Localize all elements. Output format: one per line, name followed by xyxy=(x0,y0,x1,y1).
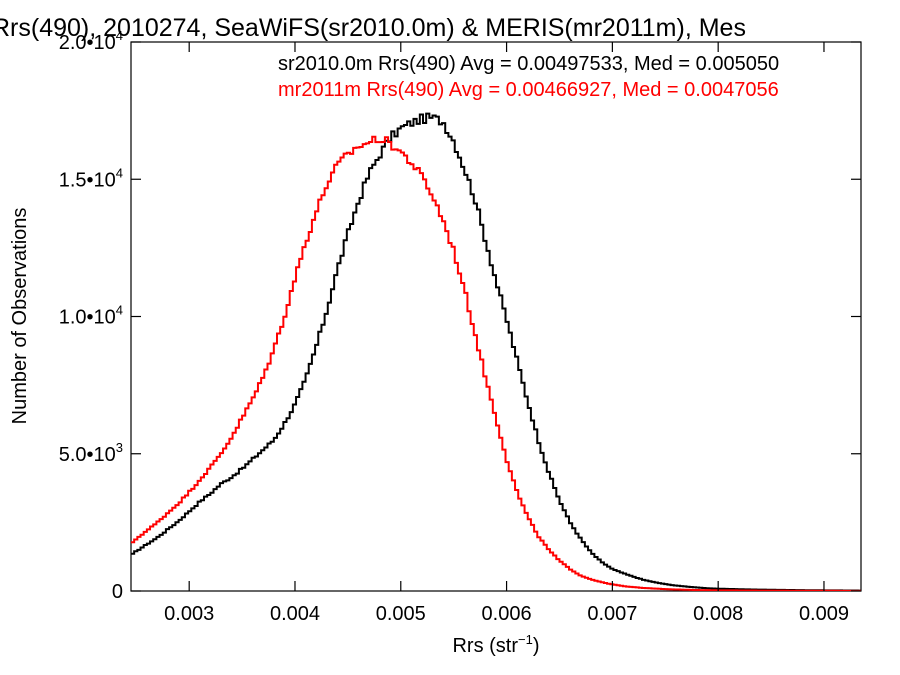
x-tick-label-6: 0.009 xyxy=(799,603,849,625)
x-tick-label-4: 0.007 xyxy=(587,603,637,625)
chart-title: Rrs(490), 2010274, SeaWiFS(sr2010.0m) & … xyxy=(0,14,746,42)
series-line-1 xyxy=(131,135,861,591)
legend-entry-mr2011: mr2011m Rrs(490) Avg = 0.00466927, Med =… xyxy=(278,79,779,101)
y-tick-label-2: 1.0•104 xyxy=(59,303,123,329)
x-tick-label-2: 0.005 xyxy=(376,603,426,625)
y-tick-label-1: 5.0•103 xyxy=(59,440,123,466)
x-axis-label-close: ) xyxy=(533,635,540,657)
y-tick-label-3: 1.5•104 xyxy=(59,165,123,191)
x-axis-label-main: Rrs (str xyxy=(452,635,518,657)
x-axis-label-sup: −1 xyxy=(518,632,533,647)
legend-entry-sr2010: sr2010.0m Rrs(490) Avg = 0.00497533, Med… xyxy=(278,53,779,75)
x-tick-label-0: 0.003 xyxy=(164,603,214,625)
x-axis-label: Rrs (str−1) xyxy=(452,632,539,657)
ticks-layer: 0.003 0.004 0.005 0.006 0.007 0.008 0.009 0 5.0•… xyxy=(59,28,861,625)
x-tick-label-5: 0.008 xyxy=(693,603,743,625)
y-axis-label: Number of Observations xyxy=(9,208,31,425)
series-layer xyxy=(131,112,861,591)
y-tick-label-0: 0 xyxy=(112,581,123,603)
y-tick-label-4: 2.0•104 xyxy=(59,28,123,54)
series-line-0 xyxy=(131,112,861,591)
x-tick-label-3: 0.006 xyxy=(482,603,532,625)
x-tick-label-1: 0.004 xyxy=(270,603,320,625)
